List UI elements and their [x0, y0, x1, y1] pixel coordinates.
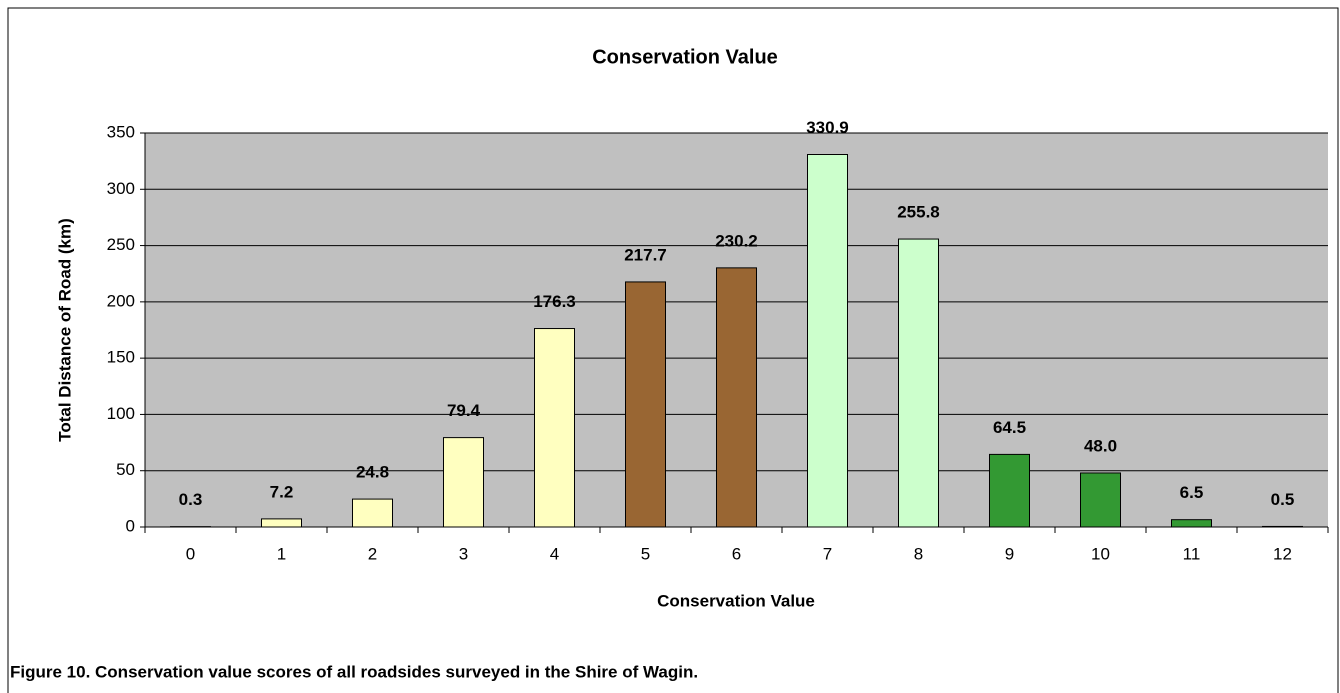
bar	[807, 154, 848, 528]
x-tick-label: 1	[277, 544, 286, 563]
x-tick-label: 4	[550, 544, 559, 563]
data-label: 0.3	[179, 490, 203, 509]
x-tick-label: 12	[1273, 544, 1292, 563]
bar	[625, 281, 666, 528]
bar	[989, 453, 1030, 528]
x-tick-label: 6	[732, 544, 741, 563]
bar	[1262, 525, 1303, 528]
x-tick-label: 2	[368, 544, 377, 563]
x-tick-label: 8	[914, 544, 923, 563]
data-label: 6.5	[1180, 483, 1204, 502]
x-tick-label: 11	[1183, 544, 1201, 563]
data-label: 255.8	[897, 203, 940, 222]
bar	[1171, 519, 1212, 528]
data-label: 330.9	[806, 118, 849, 137]
caption: Figure 10. Conservation value scores of …	[10, 662, 698, 681]
y-tick-label: 0	[126, 516, 135, 535]
data-label: 24.8	[356, 463, 389, 482]
bar	[534, 328, 575, 528]
data-label: 79.4	[447, 401, 481, 420]
data-label: 0.5	[1271, 490, 1295, 509]
bar	[898, 238, 939, 528]
data-label: 48.0	[1084, 436, 1117, 455]
x-tick-label: 0	[186, 544, 195, 563]
y-tick-label: 150	[107, 348, 135, 367]
x-tick-label: 9	[1005, 544, 1014, 563]
y-tick-label: 50	[116, 460, 135, 479]
bar	[261, 518, 302, 528]
bar	[352, 498, 393, 528]
bar	[1080, 472, 1121, 528]
y-axis-title: Total Distance of Road (km)	[55, 218, 74, 442]
y-tick-label: 250	[107, 235, 135, 254]
data-label: 217.7	[624, 245, 667, 264]
y-tick-label: 200	[107, 291, 135, 310]
y-tick-label: 300	[107, 179, 135, 198]
bar	[443, 437, 484, 528]
data-label: 230.2	[715, 231, 758, 250]
data-label: 176.3	[533, 292, 576, 311]
bar	[716, 267, 757, 528]
data-label: 64.5	[993, 418, 1026, 437]
x-tick-label: 10	[1091, 544, 1110, 563]
x-axis-title: Conservation Value	[657, 591, 815, 610]
data-label: 7.2	[270, 482, 294, 501]
x-tick-label: 7	[823, 544, 832, 563]
x-tick-label: 3	[459, 544, 468, 563]
x-tick-label: 5	[641, 544, 650, 563]
y-tick-label: 100	[107, 404, 135, 423]
y-tick-label: 350	[107, 122, 135, 141]
chart-title: Conservation Value	[592, 46, 778, 68]
